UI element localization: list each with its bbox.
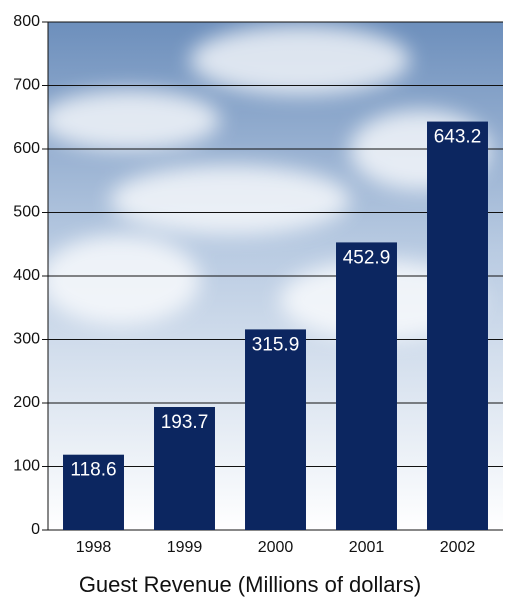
y-tick-label: 600 [13, 140, 40, 157]
bar [336, 242, 397, 530]
value-label: 193.7 [161, 412, 209, 433]
y-tick-label: 700 [13, 77, 40, 94]
x-tick-label: 1999 [167, 539, 203, 556]
value-label: 118.6 [70, 460, 116, 481]
value-label: 643.2 [434, 127, 482, 148]
bar [245, 329, 306, 530]
x-tick-label: 2000 [258, 539, 294, 556]
y-tick-label: 200 [13, 394, 40, 411]
bar [154, 407, 215, 530]
y-tick-label: 800 [13, 13, 40, 30]
x-tick-label: 1998 [76, 539, 112, 556]
x-tick-label: 2002 [440, 539, 476, 556]
y-tick-label: 100 [13, 458, 40, 475]
x-tick-label: 2001 [349, 539, 385, 556]
bar [427, 121, 488, 531]
y-tick-label: 400 [13, 267, 40, 284]
bar [63, 454, 124, 530]
value-label: 315.9 [252, 334, 300, 355]
y-tick-label: 0 [31, 521, 40, 538]
value-label: 452.9 [343, 247, 391, 268]
y-tick-label: 500 [13, 204, 40, 221]
chart-title: Guest Revenue (Millions of dollars) [79, 572, 421, 597]
y-tick-label: 300 [13, 331, 40, 348]
